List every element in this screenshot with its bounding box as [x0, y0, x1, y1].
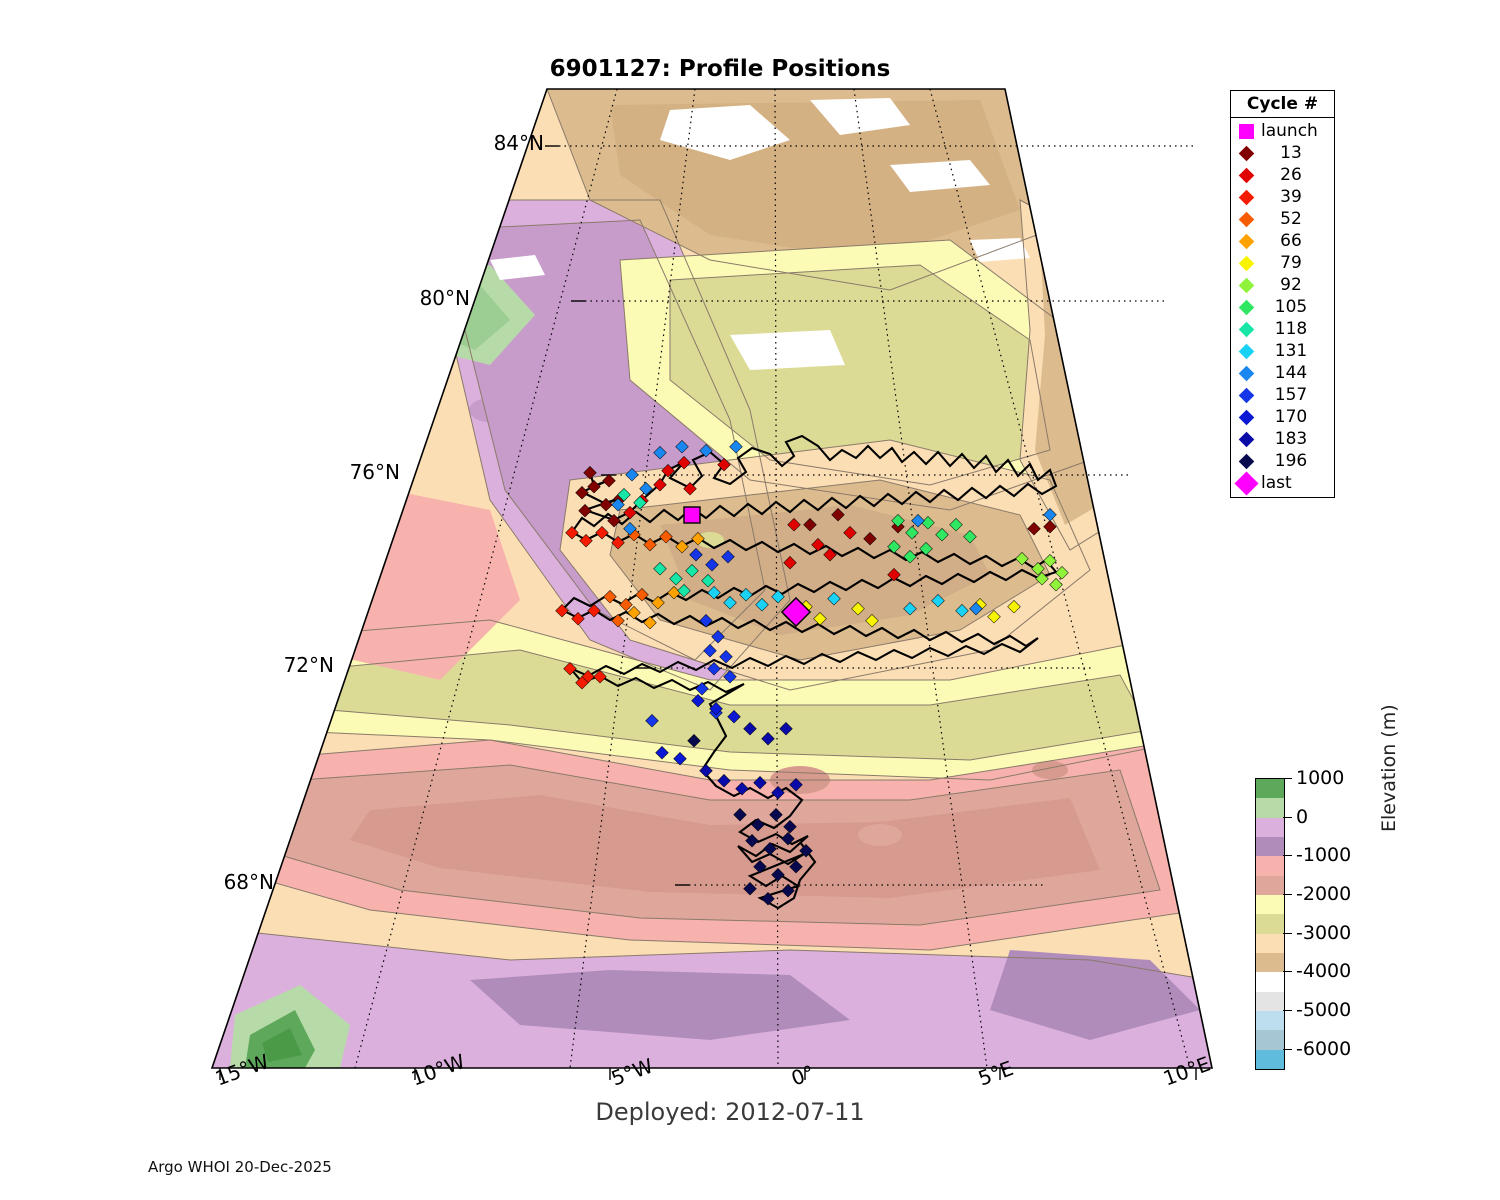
- colorbar-ticks: 1000 0 -1000 -2000 -3000 -4000 -5000 -60…: [1283, 767, 1483, 1068]
- cycle-swatch-icon: [1235, 189, 1257, 205]
- legend-label: 183: [1274, 429, 1308, 449]
- launch-swatch-icon: [1235, 123, 1257, 139]
- cycle-swatch-icon: [1235, 431, 1257, 447]
- colorbar-tick-label: -1000: [1296, 844, 1352, 867]
- cycle-swatch-icon: [1235, 343, 1257, 359]
- legend-item-launch[interactable]: launch: [1231, 120, 1334, 142]
- legend-label: 52: [1280, 209, 1302, 229]
- colorbar-band: [1256, 836, 1284, 857]
- cycle-swatch-icon: [1235, 409, 1257, 425]
- colorbar-gradient: [1255, 778, 1285, 1070]
- colorbar-tick-label: 0: [1296, 805, 1309, 828]
- cycle-swatch-icon: [1235, 365, 1257, 381]
- cycle-swatch-icon: [1235, 453, 1257, 469]
- colorbar-band: [1256, 1030, 1284, 1050]
- colorbar-band: [1256, 933, 1284, 953]
- legend-item-105[interactable]: 105: [1231, 296, 1334, 318]
- colorbar-band: [1256, 798, 1284, 818]
- legend-label: 157: [1274, 385, 1308, 405]
- colorbar-band: [1256, 952, 1284, 973]
- legend-label: 118: [1274, 319, 1308, 339]
- last-marker[interactable]: [780, 596, 812, 628]
- colorbar-band: [1256, 894, 1284, 915]
- launch-marker[interactable]: [683, 506, 701, 524]
- cycle-swatch-icon: [1235, 277, 1257, 293]
- cycle-swatch-icon: [1235, 387, 1257, 403]
- map-panel[interactable]: [190, 80, 1230, 1080]
- legend-label: 39: [1280, 187, 1302, 207]
- legend-item-39[interactable]: 39: [1231, 186, 1334, 208]
- cycle-swatch-icon: [1235, 299, 1257, 315]
- lat-label-72: 72°N: [283, 653, 334, 677]
- colorbar-band: [1256, 1049, 1284, 1069]
- cycle-swatch-icon: [1235, 167, 1257, 183]
- legend-item-144[interactable]: 144: [1231, 362, 1334, 384]
- legend-label: 144: [1274, 363, 1308, 383]
- lat-label-80: 80°N: [419, 286, 470, 310]
- map-frame: [210, 88, 1213, 1069]
- cycle-swatch-icon: [1235, 321, 1257, 337]
- colorbar-band: [1256, 817, 1284, 837]
- cycle-swatch-icon: [1235, 255, 1257, 271]
- colorbar-band: [1256, 875, 1284, 895]
- colorbar-tick-label: 1000: [1296, 767, 1345, 789]
- colorbar-band: [1256, 991, 1284, 1011]
- legend-label: 170: [1274, 407, 1308, 427]
- credit-text: Argo WHOI 20-Dec-2025: [148, 1158, 332, 1176]
- lat-label-76: 76°N: [349, 460, 400, 484]
- legend-title: Cycle #: [1231, 91, 1334, 118]
- legend-label: 196: [1274, 451, 1308, 471]
- page-title: 6901127: Profile Positions: [549, 56, 891, 82]
- colorbar-band: [1256, 779, 1284, 799]
- colorbar-tick-label: -3000: [1296, 921, 1352, 944]
- colorbar-band: [1256, 856, 1284, 876]
- colorbar-tick-label: -5000: [1296, 999, 1352, 1021]
- legend-label: 13: [1280, 143, 1302, 163]
- legend-label: 92: [1280, 275, 1302, 295]
- legend-label: 105: [1274, 297, 1308, 317]
- legend-label: last: [1261, 473, 1292, 493]
- cycle-legend[interactable]: Cycle # launch 13 26 39 52: [1230, 90, 1335, 498]
- legend-item-last[interactable]: last: [1231, 470, 1334, 496]
- legend-item-118[interactable]: 118: [1231, 318, 1334, 340]
- elevation-colorbar[interactable]: 1000 0 -1000 -2000 -3000 -4000 -5000 -60…: [1255, 767, 1351, 1070]
- lat-label-68: 68°N: [223, 870, 274, 894]
- float-track[interactable]: [560, 434, 1058, 910]
- legend-item-157[interactable]: 157: [1231, 384, 1334, 406]
- legend-item-92[interactable]: 92: [1231, 274, 1334, 296]
- legend-label: 66: [1280, 231, 1302, 251]
- colorbar-band: [1256, 1010, 1284, 1031]
- legend-label: 26: [1280, 165, 1302, 185]
- cycle-swatch-icon: [1235, 233, 1257, 249]
- deployed-caption: Deployed: 2012-07-11: [595, 1098, 865, 1126]
- colorbar-title: Elevation (m): [1378, 704, 1400, 832]
- colorbar-tick-label: -4000: [1296, 960, 1352, 983]
- legend-item-26[interactable]: 26: [1231, 164, 1334, 186]
- lat-label-84: 84°N: [493, 131, 544, 155]
- colorbar-tick-label: -6000: [1296, 1037, 1352, 1060]
- legend-item-170[interactable]: 170: [1231, 406, 1334, 428]
- legend-item-52[interactable]: 52: [1231, 208, 1334, 230]
- legend-item-183[interactable]: 183: [1231, 428, 1334, 450]
- legend-label: launch: [1261, 121, 1318, 141]
- colorbar-band: [1256, 972, 1284, 992]
- cycle-swatch-icon: [1235, 211, 1257, 227]
- legend-label: 131: [1274, 341, 1308, 361]
- legend-item-196[interactable]: 196: [1231, 450, 1334, 472]
- legend-item-131[interactable]: 131: [1231, 340, 1334, 362]
- legend-label: 79: [1280, 253, 1302, 273]
- lon-ticks: [219, 1068, 1197, 1080]
- colorbar-tick-label: -2000: [1296, 883, 1352, 905]
- legend-item-66[interactable]: 66: [1231, 230, 1334, 252]
- legend-items: launch 13 26 39 52 66: [1231, 118, 1334, 497]
- legend-item-79[interactable]: 79: [1231, 252, 1334, 274]
- legend-item-13[interactable]: 13: [1231, 142, 1334, 164]
- colorbar-band: [1256, 914, 1284, 934]
- track-markers[interactable]: [555, 439, 1069, 906]
- map-canvas[interactable]: [190, 80, 1230, 1080]
- cycle-swatch-icon: [1235, 145, 1257, 161]
- last-swatch-icon: [1233, 470, 1259, 496]
